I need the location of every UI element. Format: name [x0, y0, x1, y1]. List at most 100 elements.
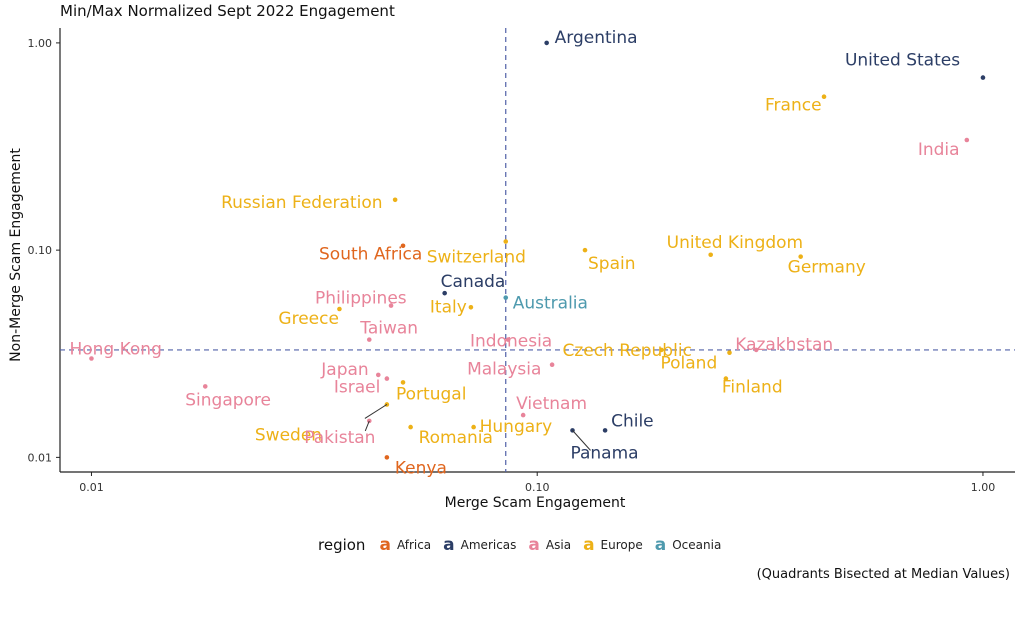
chart-title: Min/Max Normalized Sept 2022 Engagement [60, 2, 395, 20]
data-point [602, 428, 608, 433]
legend-item: a Americas [443, 535, 516, 555]
point-label: Panama [571, 443, 639, 463]
data-point [337, 306, 342, 312]
data-point [964, 137, 970, 143]
y-tick-label: 0.10 [28, 244, 53, 257]
legend-item: a Africa [379, 535, 431, 555]
data-point [442, 290, 447, 296]
point-label: Chile [611, 411, 654, 431]
data-point [723, 376, 729, 381]
y-tick-label: 1.00 [28, 37, 53, 50]
data-point [400, 380, 406, 385]
point-label: Italy [430, 297, 467, 317]
point-label: Greece [278, 309, 339, 329]
data-point [544, 40, 549, 46]
data-point [549, 362, 555, 368]
data-point [400, 243, 406, 249]
legend-key: a [443, 535, 455, 555]
x-axis-label: Merge Scam Engagement [445, 495, 626, 511]
median-reference-lines [60, 28, 1015, 472]
data-point [727, 350, 732, 355]
point-label: France [765, 96, 822, 116]
point-label: Romania [419, 428, 493, 448]
leader-line [364, 420, 370, 432]
point-label: United Kingdom [667, 233, 803, 253]
point-label: Australia [513, 294, 588, 314]
legend-item: a Asia [528, 535, 571, 555]
point-label: Kenya [395, 458, 447, 478]
legend-items: a Africa a Americas a Asia a Europe a Oceania [379, 535, 733, 555]
y-tick-label: 0.01 [28, 451, 53, 464]
data-point [708, 252, 713, 258]
data-point [520, 412, 526, 418]
data-points [89, 40, 986, 460]
point-label: India [918, 140, 960, 160]
point-label: Argentina [555, 28, 638, 48]
legend-label: Asia [545, 538, 572, 552]
legend-item: a Europe [583, 535, 643, 555]
point-label: Pakistan [304, 428, 375, 448]
legend-label: Africa [396, 538, 432, 552]
data-point [980, 75, 986, 80]
legend-key: a [379, 535, 391, 555]
point-label: Vietnam [516, 394, 587, 414]
axes: 0.01 0.10 1.00 0.01 0.10 1.00 [28, 28, 1015, 494]
data-point [375, 372, 381, 378]
data-point [582, 247, 588, 253]
caption: (Quadrants Bisected at Median Values) [756, 567, 1010, 582]
x-tick-label: 0.01 [79, 481, 104, 494]
data-point [798, 254, 803, 259]
legend-key: a [528, 535, 540, 555]
data-point [89, 356, 94, 361]
legend-label: Americas [460, 538, 517, 552]
point-labels: Argentina United States France India Russian… [69, 28, 960, 478]
point-label: Hong Kong [69, 339, 161, 359]
point-label: Finland [722, 378, 783, 398]
data-point [388, 303, 394, 308]
data-point [202, 384, 208, 389]
point-label: Singapore [185, 390, 271, 410]
point-label: South Africa [319, 245, 422, 265]
point-label: Philippines [315, 289, 407, 309]
point-label: Germany [788, 258, 866, 278]
data-point [659, 347, 664, 353]
point-label: Malaysia [467, 360, 541, 380]
legend-title: region [318, 536, 366, 554]
data-point [503, 295, 509, 300]
point-label: Japan [320, 360, 368, 380]
data-point [384, 376, 390, 381]
data-point [408, 424, 413, 430]
point-label: Hungary [480, 417, 553, 437]
point-label: Canada [441, 272, 506, 292]
x-tick-label: 1.00 [971, 481, 996, 494]
legend-key: a [583, 535, 595, 555]
data-point [392, 197, 398, 203]
point-label: Poland [660, 354, 717, 374]
data-point [468, 304, 474, 310]
point-label: Russian Federation [221, 193, 382, 213]
point-label: Sweden [255, 425, 322, 445]
data-point [505, 337, 511, 342]
point-label: Israel [334, 378, 380, 398]
legend-item: a Oceania [655, 535, 722, 555]
point-label: Czech Republic [562, 341, 691, 361]
data-point [753, 347, 759, 353]
y-axis-label: Non-Merge Scam Engagement [8, 148, 24, 362]
leader-line [364, 404, 388, 419]
legend-key: a [654, 535, 667, 555]
data-point [366, 337, 372, 342]
data-point [471, 424, 476, 430]
legend-label: Europe [600, 538, 643, 552]
scatter-chart: 0.01 0.10 1.00 0.01 0.10 1.00 Argentina United… [8, 28, 1015, 511]
point-label: Portugal [396, 384, 466, 404]
legend-label: Oceania [672, 538, 722, 552]
x-tick-label: 0.10 [525, 481, 550, 494]
data-point [821, 94, 827, 100]
leader-line [572, 430, 591, 451]
point-label: United States [845, 51, 960, 71]
data-point [384, 455, 390, 460]
point-label: Spain [588, 254, 636, 274]
point-label: Kazakhstan [735, 335, 833, 355]
point-label: Switzerland [427, 248, 526, 268]
point-label: Taiwan [359, 319, 418, 339]
